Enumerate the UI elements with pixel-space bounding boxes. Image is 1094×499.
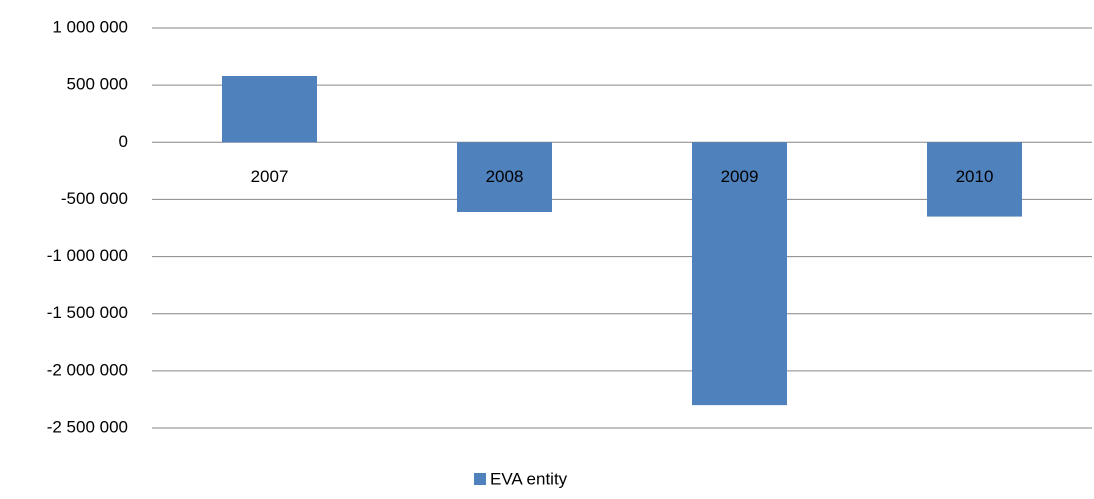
y-tick-label: -500 000 xyxy=(61,189,128,208)
y-tick-label: -1 500 000 xyxy=(47,303,128,322)
x-tick-label: 2007 xyxy=(251,167,289,186)
x-tick-label: 2010 xyxy=(956,167,994,186)
y-tick-label: -1 000 000 xyxy=(47,246,128,265)
bar xyxy=(457,142,552,212)
legend-label: EVA entity xyxy=(490,469,568,488)
y-tick-label: 500 000 xyxy=(67,75,128,94)
y-tick-label: -2 000 000 xyxy=(47,360,128,379)
y-tick-label: 1 000 000 xyxy=(52,17,128,36)
bar xyxy=(222,76,317,143)
x-tick-label: 2009 xyxy=(721,167,759,186)
y-tick-label: -2 500 000 xyxy=(47,417,128,436)
x-tick-label: 2008 xyxy=(486,167,524,186)
legend-swatch xyxy=(474,473,486,485)
bar xyxy=(692,142,787,406)
y-tick-label: 0 xyxy=(119,132,128,151)
bar xyxy=(927,142,1022,217)
